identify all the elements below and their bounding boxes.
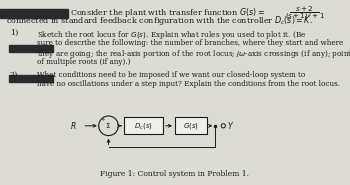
Text: they are going; the real-axis portion of the root locus; $j\omega$-axis crossing: they are going; the real-axis portion of… [37, 48, 350, 60]
Text: $\Sigma$: $\Sigma$ [105, 121, 112, 130]
Text: of multiple roots (if any).): of multiple roots (if any).) [37, 58, 130, 66]
Text: Figure 1: Control system in Problem 1.: Figure 1: Control system in Problem 1. [100, 170, 250, 178]
Text: +: + [100, 117, 105, 122]
Text: connected in standard feedback configuration with the controller $D_c(s) = K$.: connected in standard feedback configura… [6, 14, 313, 27]
Bar [9, 45, 52, 52]
Bar [9, 75, 52, 82]
Text: $Y$: $Y$ [227, 120, 234, 131]
Text: Consider the plant with transfer function $G(s) =$: Consider the plant with transfer functio… [70, 6, 266, 19]
Text: $G(s)$: $G(s)$ [183, 121, 199, 131]
Text: $D_c(s)$: $D_c(s)$ [134, 121, 153, 131]
Text: sure to describe the following: the number of branches, where they start and whe: sure to describe the following: the numb… [37, 39, 343, 47]
Text: 2): 2) [10, 71, 18, 79]
Text: $R$: $R$ [70, 120, 77, 131]
Text: have no oscillations under a step input? Explain the conditions from the root lo: have no oscillations under a step input?… [37, 80, 340, 88]
Text: $s+2$: $s+2$ [295, 4, 314, 13]
Bar [175, 117, 206, 134]
Bar [124, 117, 163, 134]
Text: 1): 1) [10, 29, 18, 37]
Text: What conditions need to be imposed if we want our closed-loop system to: What conditions need to be imposed if we… [37, 71, 305, 79]
Text: $(s+1)^2+1$: $(s+1)^2+1$ [285, 11, 324, 23]
Text: Sketch the root locus for $G(s)$. Explain what rules you used to plot it. (Be: Sketch the root locus for $G(s)$. Explai… [37, 29, 306, 41]
Bar [0, 9, 68, 18]
